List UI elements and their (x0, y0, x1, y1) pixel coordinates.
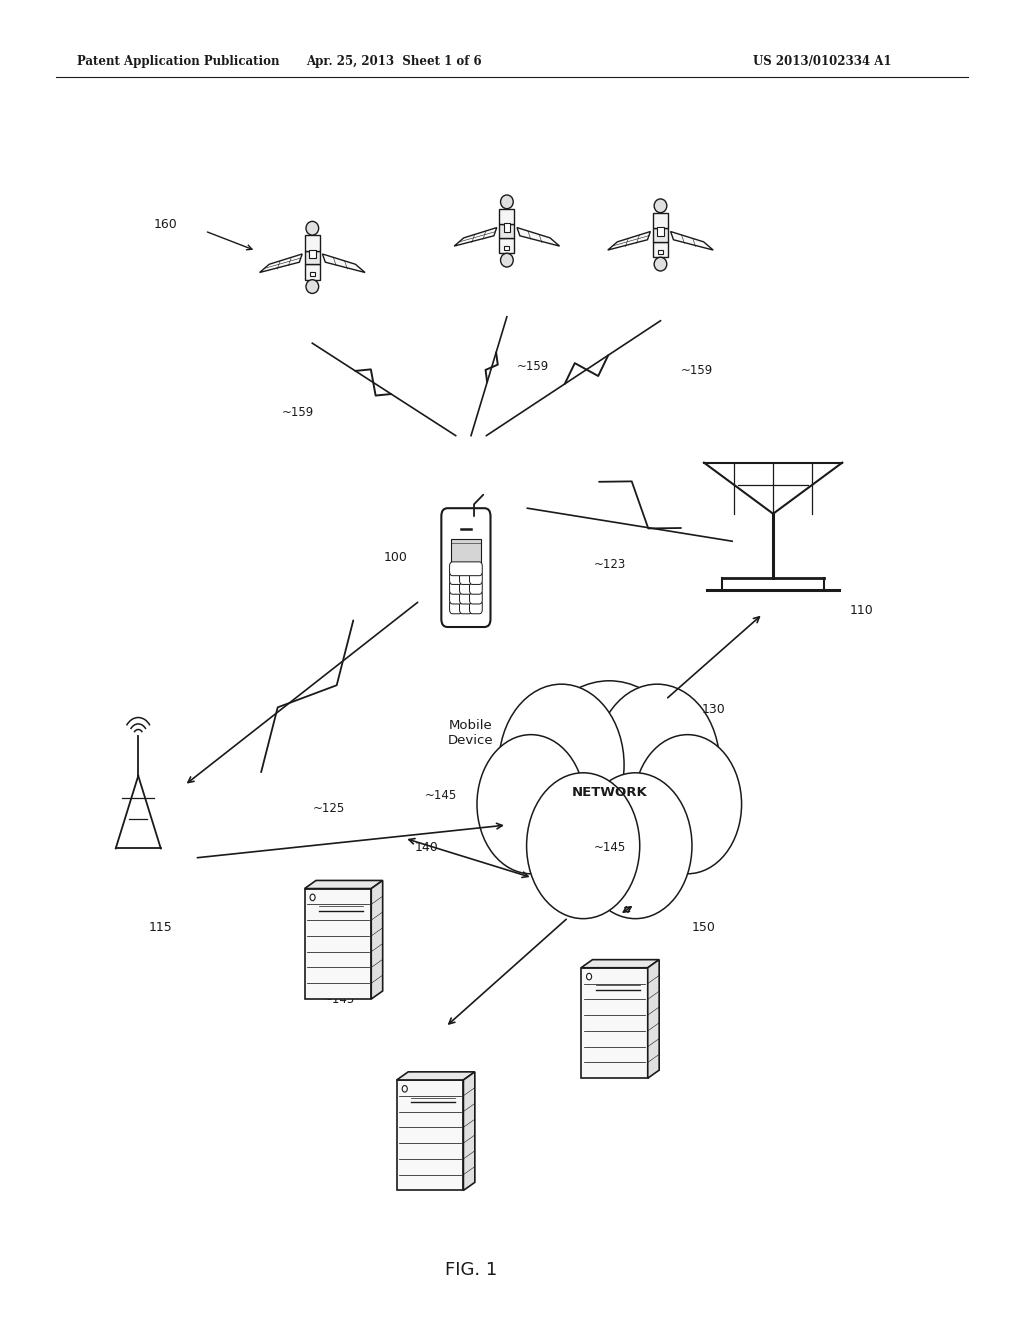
Text: ~159: ~159 (517, 359, 549, 372)
Polygon shape (455, 227, 497, 246)
Bar (500, 209, 514, 224)
Circle shape (310, 894, 315, 900)
Polygon shape (304, 880, 383, 888)
Bar (657, 249, 664, 253)
Ellipse shape (501, 253, 513, 267)
FancyBboxPatch shape (469, 581, 482, 594)
Polygon shape (648, 960, 659, 1078)
Bar (451, 539, 481, 570)
FancyBboxPatch shape (460, 601, 472, 614)
Bar (304, 888, 372, 999)
Text: 130: 130 (701, 702, 725, 715)
Ellipse shape (501, 195, 513, 209)
FancyBboxPatch shape (441, 508, 490, 627)
Circle shape (499, 684, 624, 846)
Bar (504, 223, 510, 232)
Circle shape (402, 1085, 408, 1092)
Bar (305, 235, 319, 251)
Text: 160: 160 (154, 218, 177, 231)
Bar (500, 238, 514, 253)
Text: ~145: ~145 (635, 722, 667, 735)
Circle shape (526, 772, 640, 919)
Bar (504, 246, 510, 249)
Text: ~145: ~145 (594, 841, 626, 854)
Ellipse shape (654, 257, 667, 271)
Bar (657, 227, 664, 236)
Text: 145~: 145~ (312, 913, 344, 927)
FancyBboxPatch shape (460, 570, 472, 585)
FancyBboxPatch shape (450, 590, 463, 605)
Ellipse shape (306, 222, 318, 235)
Text: 150: 150 (691, 920, 715, 933)
Polygon shape (323, 253, 365, 272)
FancyBboxPatch shape (450, 581, 463, 594)
Bar (500, 224, 514, 238)
Circle shape (595, 684, 720, 846)
Polygon shape (396, 1072, 475, 1080)
FancyBboxPatch shape (469, 570, 482, 585)
Circle shape (579, 772, 692, 919)
Polygon shape (671, 231, 713, 249)
Bar (309, 249, 315, 259)
Text: ~159: ~159 (282, 405, 313, 418)
Text: NETWORK: NETWORK (571, 785, 647, 799)
Polygon shape (608, 231, 650, 249)
FancyBboxPatch shape (450, 562, 482, 576)
Text: ~123: ~123 (594, 557, 626, 570)
Polygon shape (372, 880, 383, 999)
FancyBboxPatch shape (460, 581, 472, 594)
Text: Apr. 25, 2013  Sheet 1 of 6: Apr. 25, 2013 Sheet 1 of 6 (306, 55, 482, 67)
Text: ~145: ~145 (323, 993, 354, 1006)
Bar (653, 228, 668, 242)
Polygon shape (464, 1072, 475, 1191)
Polygon shape (581, 960, 659, 968)
Bar (309, 272, 315, 276)
Bar (581, 968, 648, 1078)
Bar (305, 264, 319, 280)
FancyBboxPatch shape (450, 601, 463, 614)
Text: FIG. 1: FIG. 1 (444, 1261, 498, 1279)
Polygon shape (517, 227, 559, 246)
Ellipse shape (306, 280, 318, 293)
FancyBboxPatch shape (460, 590, 472, 605)
Polygon shape (260, 253, 302, 272)
Circle shape (587, 973, 592, 979)
Text: ~125: ~125 (312, 801, 344, 814)
Text: ~145: ~145 (425, 788, 457, 801)
Circle shape (634, 735, 741, 874)
Circle shape (477, 735, 585, 874)
Bar (653, 213, 668, 228)
Bar (396, 1080, 464, 1191)
FancyBboxPatch shape (469, 601, 482, 614)
Text: 140: 140 (415, 841, 438, 854)
FancyBboxPatch shape (469, 590, 482, 605)
Text: Patent Application Publication: Patent Application Publication (77, 55, 280, 67)
FancyBboxPatch shape (450, 570, 463, 585)
Text: 100: 100 (384, 550, 408, 564)
Text: 110: 110 (850, 603, 873, 616)
Bar (653, 242, 668, 257)
Circle shape (518, 681, 700, 916)
Text: 115: 115 (148, 920, 172, 933)
Text: ~159: ~159 (681, 363, 713, 376)
Ellipse shape (654, 199, 667, 213)
Text: Mobile
Device: Mobile Device (449, 719, 494, 747)
Bar (305, 251, 319, 264)
Circle shape (522, 681, 696, 906)
Text: US 2013/0102334 A1: US 2013/0102334 A1 (753, 55, 891, 67)
